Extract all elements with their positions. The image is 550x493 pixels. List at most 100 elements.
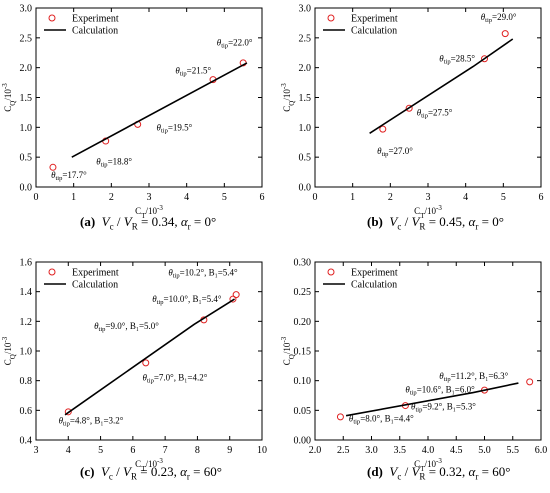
- annotation-value: =9.0°, B₁=5.0°: [105, 321, 159, 331]
- x-tick-label: 4.5: [450, 445, 463, 456]
- experiment-point: [64, 408, 72, 416]
- x-tick-label: 10: [257, 445, 267, 456]
- x-tick-label: 4.0: [422, 445, 435, 456]
- caption-vc-sub: c: [397, 221, 402, 232]
- legend-label: Calculation: [72, 26, 118, 37]
- y-tick-label: 0.00: [294, 436, 312, 447]
- angle-annotation: θtip=11.2°, B₁=6.3°: [439, 371, 508, 383]
- y-tick-label: 0.0: [20, 183, 33, 194]
- legend-label: Experiment: [72, 14, 119, 25]
- theta-subscript: tip: [485, 17, 492, 24]
- experiment-point: [142, 359, 150, 367]
- x-tick-label: 3.5: [394, 445, 407, 456]
- label-part: C: [135, 459, 141, 469]
- theta-subscript: tip: [444, 376, 451, 383]
- label-part: /10: [3, 342, 13, 354]
- label-part: C: [135, 206, 141, 216]
- legend-label: Calculation: [351, 26, 397, 37]
- y-axis-label: CQ/10-3: [1, 336, 17, 365]
- x-tick-label: 5.5: [507, 445, 520, 456]
- label-part: T: [141, 212, 146, 220]
- theta-subscript: tip: [221, 43, 228, 50]
- caption-vc-sub: c: [109, 221, 114, 232]
- caption-vr: V: [411, 214, 420, 229]
- angle-annotation: θtip=18.8°: [96, 156, 132, 168]
- theta-subscript: tip: [55, 175, 62, 182]
- caption-vr-sub: R: [419, 471, 426, 482]
- caption-alpha-value: 60°: [203, 464, 222, 479]
- caption-alpha: α: [180, 214, 188, 229]
- caption-alpha-sub: r: [475, 471, 479, 482]
- theta-symbol: θ: [175, 66, 180, 76]
- chart-panel-d: 2.0 2.5 3.0 3.5 4.0 4.5 5.0 5.5 6.0 0.00 0.05 0.10 0…: [280, 258, 547, 474]
- legend-label: Experiment: [72, 268, 119, 279]
- x-tick-label: 0: [34, 192, 39, 203]
- label-part: T: [420, 212, 425, 220]
- legend-marker-experiment: [48, 14, 56, 22]
- theta-subscript: tip: [173, 272, 180, 279]
- angle-annotation: θtip=22.0°: [217, 38, 253, 50]
- annotation-value: =19.5°: [168, 122, 193, 132]
- theta-symbol: θ: [439, 371, 444, 381]
- label-part: Q: [9, 354, 17, 359]
- y-tick-label: 0.0: [299, 183, 312, 194]
- label-part: /10: [424, 206, 436, 216]
- x-tick-label: 2.0: [309, 445, 322, 456]
- calculation-line: [64, 298, 235, 416]
- y-tick-label: 0.6: [20, 406, 33, 417]
- theta-symbol: θ: [411, 402, 416, 412]
- x-tick-label: 9: [227, 445, 232, 456]
- x-tick-label: 1: [71, 192, 76, 203]
- label-part: C: [282, 106, 292, 112]
- theta-symbol: θ: [377, 146, 382, 156]
- calculation-line: [71, 62, 248, 158]
- x-tick-label: 5.0: [478, 445, 491, 456]
- caption-letter: (d): [367, 464, 383, 479]
- caption-alpha-sub: r: [186, 471, 190, 482]
- y-tick-label: 3.0: [299, 4, 312, 15]
- caption-vc: V: [101, 214, 110, 229]
- angle-annotation: θtip=17.7°: [51, 170, 87, 182]
- y-tick-label: 2.0: [299, 63, 312, 74]
- caption-ratio: 0.34: [151, 214, 175, 229]
- annotation-value: =10.6°, B₁=6.0°: [417, 385, 475, 395]
- x-tick-label: 3: [426, 192, 431, 203]
- panel-caption-a: (a) Vc / VR = 0.34, αr = 0°: [80, 214, 217, 232]
- panel-caption-d: (d) Vc / VR = 0.32, αr = 60°: [367, 464, 511, 482]
- legend-label: Experiment: [351, 14, 398, 25]
- caption-vc: V: [389, 214, 398, 229]
- theta-symbol: θ: [168, 267, 173, 277]
- theta-subscript: tip: [147, 378, 154, 385]
- x-tick-label: 0: [313, 192, 318, 203]
- annotation-value: =10.0°, B₁=5.4°: [164, 294, 222, 304]
- label-part: -3: [436, 204, 442, 212]
- caption-ratio: 0.45: [439, 214, 463, 229]
- caption-alpha-sub: r: [475, 221, 479, 232]
- y-tick-label: 0.5: [20, 153, 33, 164]
- angle-annotation: θtip=10.0°, B₁=5.4°: [152, 294, 222, 306]
- x-tick-label: 6: [130, 445, 135, 456]
- x-tick-label: 8: [195, 445, 200, 456]
- x-tick-label: 2: [109, 192, 114, 203]
- x-tick-label: 4: [66, 445, 71, 456]
- caption-alpha: α: [180, 464, 187, 479]
- label-part: -3: [436, 457, 442, 465]
- annotation-value: =22.0°: [228, 38, 253, 48]
- theta-subscript: tip: [101, 161, 108, 168]
- annotation-value: =21.5°: [187, 66, 212, 76]
- theta-symbol: θ: [349, 414, 354, 424]
- x-tick-label: 3: [34, 445, 39, 456]
- caption-vc-sub: c: [108, 471, 113, 482]
- caption-vc: V: [389, 464, 398, 479]
- panel-caption-b: (b) Vc / VR = 0.45, αr = 0°: [367, 214, 504, 232]
- caption-alpha-value: 0°: [492, 214, 504, 229]
- caption-vc-sub: c: [397, 471, 402, 482]
- label-part: -3: [280, 336, 288, 342]
- calculation-line: [369, 38, 514, 134]
- theta-subscript: tip: [382, 151, 389, 158]
- panel-caption-c: (c) Vc / VR = 0.23, αr = 60°: [80, 464, 222, 482]
- y-tick-label: 0.5: [299, 153, 312, 164]
- x-tick-label: 2: [388, 192, 393, 203]
- label-part: -3: [1, 336, 9, 342]
- y-tick-label: 1.2: [20, 317, 33, 328]
